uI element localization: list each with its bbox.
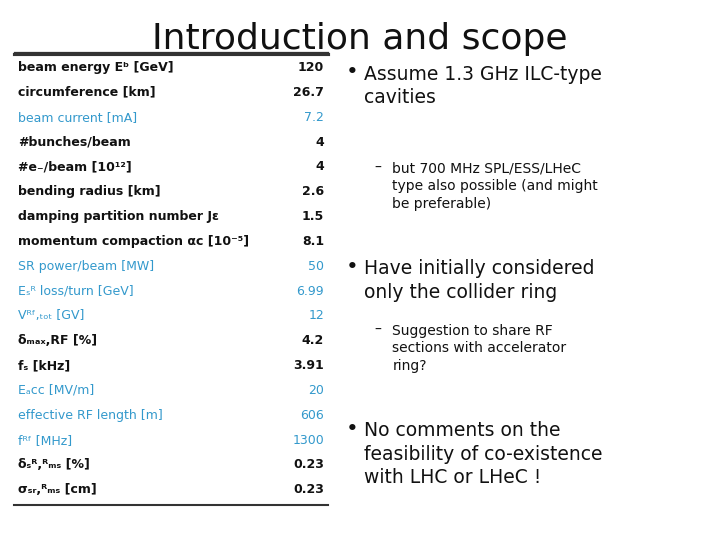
Text: 3.91: 3.91 xyxy=(293,359,324,372)
Text: 606: 606 xyxy=(300,409,324,422)
Text: No comments on the
feasibility of co-existence
with LHC or LHeC !: No comments on the feasibility of co-exi… xyxy=(364,421,602,487)
Text: #e₋/beam [10¹²]: #e₋/beam [10¹²] xyxy=(18,160,132,173)
Text: 1.5: 1.5 xyxy=(302,210,324,223)
Text: –: – xyxy=(374,160,382,174)
Text: 26.7: 26.7 xyxy=(293,86,324,99)
Text: beam energy Eᵇ [GeV]: beam energy Eᵇ [GeV] xyxy=(18,61,174,74)
Text: Suggestion to share RF
sections with accelerator
ring?: Suggestion to share RF sections with acc… xyxy=(392,324,567,373)
Text: but 700 MHz SPL/ESS/LHeC
type also possible (and might
be preferable): but 700 MHz SPL/ESS/LHeC type also possi… xyxy=(392,162,598,211)
Text: 50: 50 xyxy=(308,260,324,273)
Text: 20: 20 xyxy=(308,384,324,397)
Text: 4.2: 4.2 xyxy=(302,334,324,347)
Text: #bunches/beam: #bunches/beam xyxy=(18,136,131,148)
Text: SR power/beam [MW]: SR power/beam [MW] xyxy=(18,260,154,273)
Text: effective RF length [m]: effective RF length [m] xyxy=(18,409,163,422)
Text: fᴿᶠ [MHz]: fᴿᶠ [MHz] xyxy=(18,434,72,447)
Text: σₛᵣ,ᴿₘₛ [cm]: σₛᵣ,ᴿₘₛ [cm] xyxy=(18,483,96,496)
Text: 4: 4 xyxy=(315,160,324,173)
Text: fₛ [kHz]: fₛ [kHz] xyxy=(18,359,71,372)
Text: Eₐᴄᴄ [MV/m]: Eₐᴄᴄ [MV/m] xyxy=(18,384,94,397)
Text: δₘₐₓ,RF [%]: δₘₐₓ,RF [%] xyxy=(18,334,97,347)
Text: •: • xyxy=(346,62,359,82)
Text: bending radius [km]: bending radius [km] xyxy=(18,185,161,198)
Text: 12: 12 xyxy=(308,309,324,322)
Text: Vᴿᶠ,ₜₒₜ [GV]: Vᴿᶠ,ₜₒₜ [GV] xyxy=(18,309,84,322)
Text: 8.1: 8.1 xyxy=(302,235,324,248)
Text: 7.2: 7.2 xyxy=(304,111,324,124)
Text: 0.23: 0.23 xyxy=(293,458,324,471)
Text: damping partition number Jε: damping partition number Jε xyxy=(18,210,219,223)
Text: Eₛᴿ loss/turn [GeV]: Eₛᴿ loss/turn [GeV] xyxy=(18,285,134,298)
Text: circumference [km]: circumference [km] xyxy=(18,86,156,99)
Text: –: – xyxy=(374,322,382,336)
Text: δₛᴿ,ᴿₘₛ [%]: δₛᴿ,ᴿₘₛ [%] xyxy=(18,458,90,471)
Text: Assume 1.3 GHz ILC-type
cavities: Assume 1.3 GHz ILC-type cavities xyxy=(364,65,601,107)
Text: 6.99: 6.99 xyxy=(297,285,324,298)
Text: 1300: 1300 xyxy=(292,434,324,447)
Text: Have initially considered
only the collider ring: Have initially considered only the colli… xyxy=(364,259,594,302)
Text: •: • xyxy=(346,418,359,438)
Text: Introduction and scope: Introduction and scope xyxy=(152,22,568,56)
Text: momentum compaction αᴄ [10⁻⁵]: momentum compaction αᴄ [10⁻⁵] xyxy=(18,235,249,248)
Text: beam current [mA]: beam current [mA] xyxy=(18,111,137,124)
Text: 120: 120 xyxy=(298,61,324,74)
Text: 2.6: 2.6 xyxy=(302,185,324,198)
Text: 4: 4 xyxy=(315,136,324,148)
Text: •: • xyxy=(346,256,359,276)
Text: 0.23: 0.23 xyxy=(293,483,324,496)
